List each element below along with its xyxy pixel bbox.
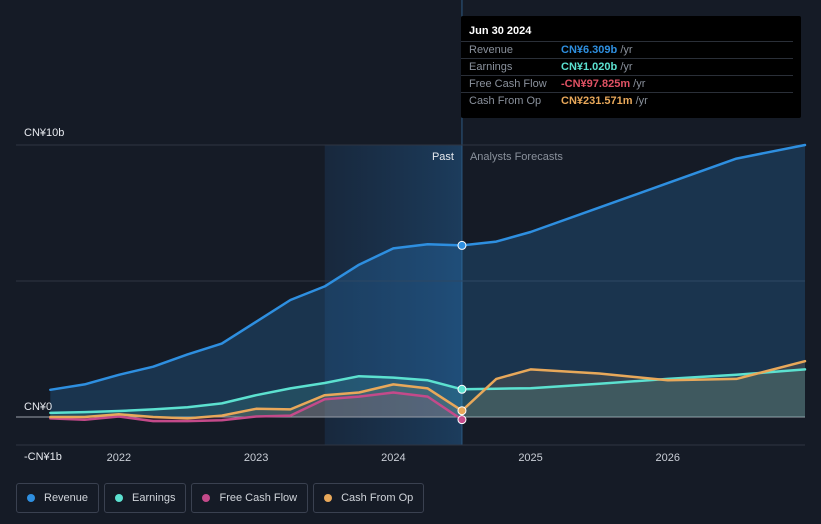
series-line-revenue [49,143,807,392]
legend-label: Earnings [132,492,176,504]
legend-label: Free Cash Flow [219,492,298,504]
series-area-earnings [50,369,806,417]
tooltip-value: CN¥1.020b /yr [561,61,633,73]
tooltip-row-revenue: Revenue CN¥6.309b /yr [461,41,793,59]
legend-dot [324,494,333,502]
legend-label: Cash From Op [341,492,414,504]
tooltip-row-earnings: Earnings CN¥1.020b /yr [461,58,793,76]
tooltip-date: Jun 30 2024 [469,25,532,37]
legend-item-earnings[interactable]: Earnings [104,483,187,513]
x-tick-label: 2023 [244,452,268,464]
y-axis-label: -CN¥1b [24,451,62,463]
legend-label: Revenue [44,492,89,504]
tooltip: Jun 30 2024 Revenue CN¥6.309b /yr Earnin… [461,16,801,118]
point-marker-cash-from-op [457,406,467,416]
y-axis-label: CN¥10b [24,127,64,139]
point-marker-earnings [457,384,467,394]
x-tick-label: 2024 [381,452,405,464]
tooltip-value: CN¥231.571m /yr [561,95,648,107]
legend-item-cash-from-op[interactable]: Cash From Op [313,483,425,513]
legend-item-revenue[interactable]: Revenue [16,483,100,513]
tooltip-label: Revenue [469,44,514,56]
series-line-free-cash-flow [49,391,464,423]
y-axis-label: CN¥0 [24,401,52,413]
x-tick-label: 2025 [518,452,542,464]
series-area-free-cash-flow [50,392,463,422]
forecast-label: Analysts Forecasts [470,151,563,163]
tooltip-label: Earnings [469,61,513,73]
x-tick-label: 2026 [656,452,680,464]
past-label: Past [432,151,454,163]
legend-dot [27,494,35,502]
tooltip-row-fcf: Free Cash Flow -CN¥97.825m /yr [461,75,793,93]
tooltip-label: Cash From Op [469,95,542,107]
tooltip-row-cfo: Cash From Op CN¥231.571m /yr [461,92,793,110]
point-marker-revenue [457,240,467,250]
series-area-revenue [50,145,806,417]
legend-dot [202,494,211,502]
tooltip-label: Free Cash Flow [469,78,547,90]
x-tick-label: 2022 [107,452,131,464]
tooltip-value: CN¥6.309b /yr [561,44,633,56]
series-line-earnings [49,368,807,415]
legend-dot [115,494,124,502]
tooltip-value: -CN¥97.825m /yr [561,78,646,90]
legend: Revenue Earnings Free Cash Flow Cash Fro… [16,483,425,513]
point-marker-free-cash-flow [457,415,467,425]
legend-item-free-cash-flow[interactable]: Free Cash Flow [191,483,309,513]
series-line-cash-from-op [49,359,807,420]
